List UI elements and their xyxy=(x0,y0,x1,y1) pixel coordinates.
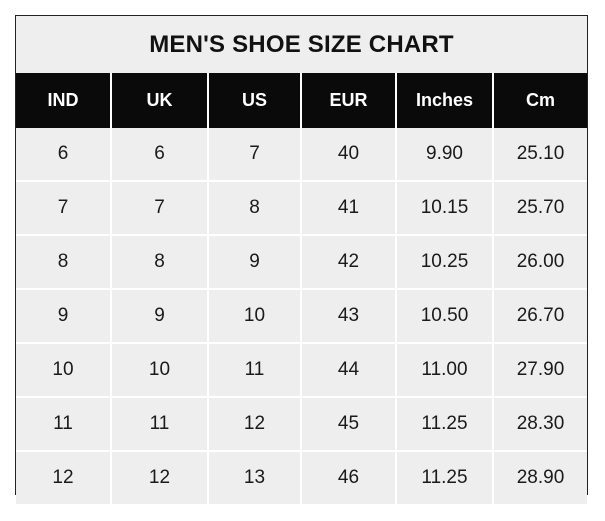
cell-uk: 8 xyxy=(111,235,209,290)
cell-eur: 43 xyxy=(301,289,397,344)
page-title: MEN'S SHOE SIZE CHART xyxy=(149,30,454,58)
cell-uk: 12 xyxy=(111,451,209,504)
column-header-cm: Cm xyxy=(493,73,587,128)
cell-inches: 10.15 xyxy=(396,181,494,236)
cell-ind: 12 xyxy=(16,451,112,504)
cell-eur: 41 xyxy=(301,181,397,236)
cell-us: 13 xyxy=(208,451,302,504)
shoe-size-table: IND UK US EUR Inches Cm 6 6 7 40 9.90 25… xyxy=(16,73,587,504)
cell-uk: 10 xyxy=(111,343,209,398)
table-row: 12 12 13 46 11.25 28.90 xyxy=(16,451,587,504)
column-header-us: US xyxy=(208,73,302,128)
cell-eur: 40 xyxy=(301,128,397,182)
column-header-ind: IND xyxy=(16,73,112,128)
cell-cm: 26.00 xyxy=(493,235,587,290)
cell-us: 9 xyxy=(208,235,302,290)
cell-eur: 44 xyxy=(301,343,397,398)
cell-inches: 9.90 xyxy=(396,128,494,182)
table-row: 10 10 11 44 11.00 27.90 xyxy=(16,343,587,398)
cell-uk: 6 xyxy=(111,128,209,182)
cell-cm: 26.70 xyxy=(493,289,587,344)
cell-eur: 46 xyxy=(301,451,397,504)
table-body: 6 6 7 40 9.90 25.10 7 7 8 41 10.15 25.70… xyxy=(16,128,587,504)
cell-us: 11 xyxy=(208,343,302,398)
cell-us: 8 xyxy=(208,181,302,236)
table-header: IND UK US EUR Inches Cm xyxy=(16,73,587,128)
cell-us: 10 xyxy=(208,289,302,344)
chart-title-block: MEN'S SHOE SIZE CHART xyxy=(16,16,587,73)
cell-ind: 9 xyxy=(16,289,112,344)
table-row: 7 7 8 41 10.15 25.70 xyxy=(16,181,587,236)
cell-cm: 25.10 xyxy=(493,128,587,182)
size-chart-container: MEN'S SHOE SIZE CHART IND UK US EUR Inch… xyxy=(15,15,588,504)
table-row: 6 6 7 40 9.90 25.10 xyxy=(16,128,587,182)
cell-eur: 42 xyxy=(301,235,397,290)
cell-ind: 8 xyxy=(16,235,112,290)
cell-ind: 11 xyxy=(16,397,112,452)
cell-inches: 11.25 xyxy=(396,397,494,452)
cell-uk: 11 xyxy=(111,397,209,452)
cell-uk: 9 xyxy=(111,289,209,344)
cell-cm: 28.30 xyxy=(493,397,587,452)
cell-inches: 11.00 xyxy=(396,343,494,398)
cell-cm: 25.70 xyxy=(493,181,587,236)
cell-ind: 6 xyxy=(16,128,112,182)
cell-inches: 10.50 xyxy=(396,289,494,344)
cell-cm: 28.90 xyxy=(493,451,587,504)
column-header-uk: UK xyxy=(111,73,209,128)
table-header-row: IND UK US EUR Inches Cm xyxy=(16,73,587,128)
table-row: 9 9 10 43 10.50 26.70 xyxy=(16,289,587,344)
column-header-inches: Inches xyxy=(396,73,494,128)
cell-inches: 11.25 xyxy=(396,451,494,504)
cell-uk: 7 xyxy=(111,181,209,236)
cell-cm: 27.90 xyxy=(493,343,587,398)
column-header-eur: EUR xyxy=(301,73,397,128)
cell-inches: 10.25 xyxy=(396,235,494,290)
cell-us: 12 xyxy=(208,397,302,452)
table-row: 11 11 12 45 11.25 28.30 xyxy=(16,397,587,452)
table-row: 8 8 9 42 10.25 26.00 xyxy=(16,235,587,290)
cell-ind: 10 xyxy=(16,343,112,398)
cell-eur: 45 xyxy=(301,397,397,452)
cell-ind: 7 xyxy=(16,181,112,236)
cell-us: 7 xyxy=(208,128,302,182)
